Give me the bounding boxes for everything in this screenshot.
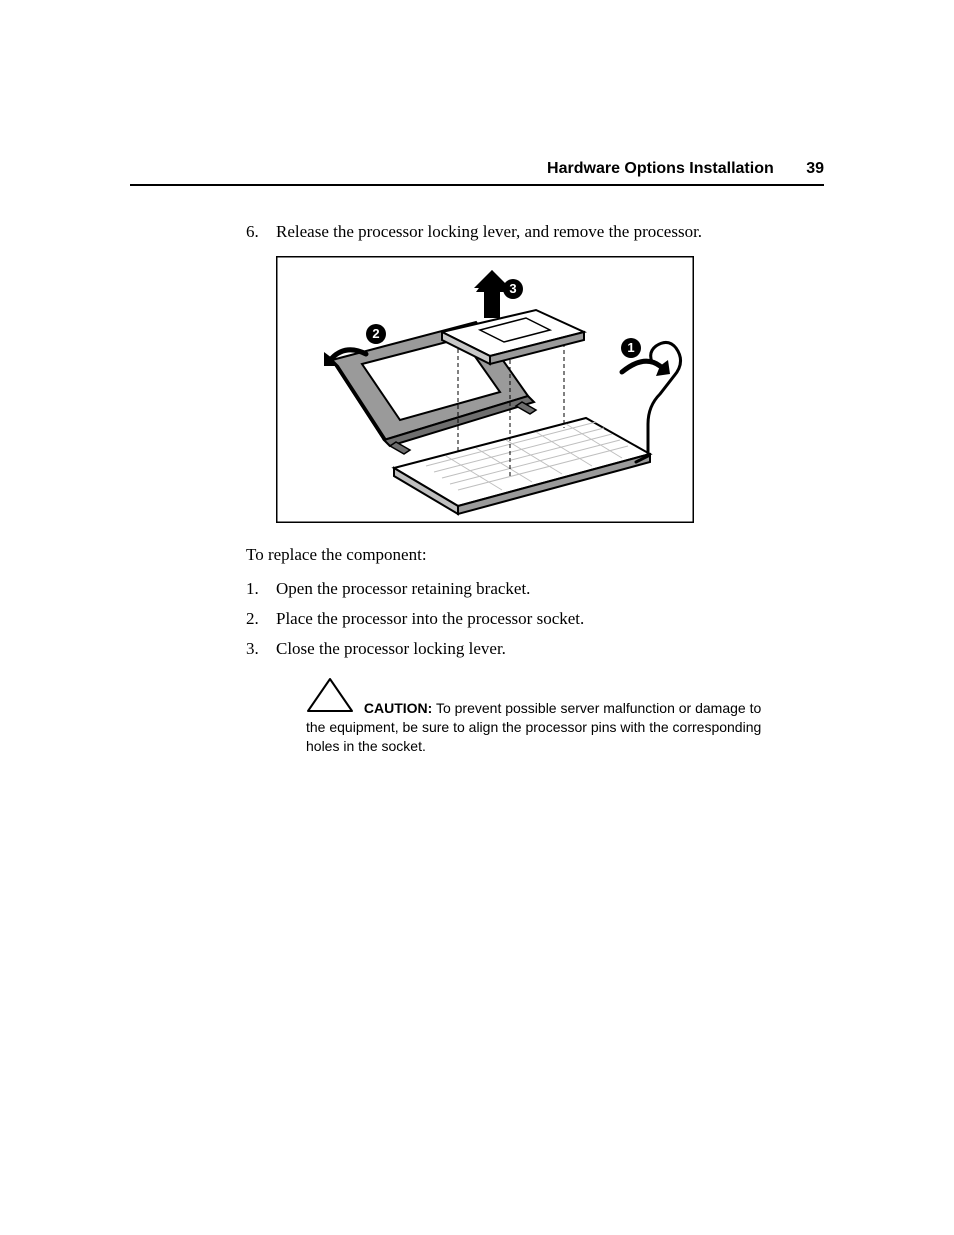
step-6-number: 6. — [246, 222, 276, 242]
step-number: 1. — [246, 579, 276, 599]
replace-steps-list: 1. Open the processor retaining bracket.… — [246, 579, 814, 659]
caution-block: CAUTION: To prevent possible server malf… — [306, 677, 766, 756]
page-header: Hardware Options Installation 39 — [130, 160, 824, 186]
step-6-text: Release the processor locking lever, and… — [276, 222, 702, 242]
caution-label: CAUTION: — [364, 700, 432, 716]
step-6: 6. Release the processor locking lever, … — [246, 222, 814, 242]
callout-3: 3 — [503, 279, 523, 299]
replace-intro: To replace the component: — [246, 545, 814, 565]
list-item: 1. Open the processor retaining bracket. — [246, 579, 814, 599]
step-text: Close the processor locking lever. — [276, 639, 506, 659]
header-text: Hardware Options Installation 39 — [130, 160, 824, 178]
warning-triangle-icon — [306, 677, 354, 718]
step-text: Open the processor retaining bracket. — [276, 579, 530, 599]
svg-text:1: 1 — [627, 340, 634, 355]
svg-text:3: 3 — [509, 281, 516, 296]
content-area: 6. Release the processor locking lever, … — [246, 222, 814, 756]
processor-removal-figure: 1 2 3 — [276, 256, 814, 523]
list-item: 3. Close the processor locking lever. — [246, 639, 814, 659]
step-number: 2. — [246, 609, 276, 629]
page-number: 39 — [806, 160, 824, 178]
section-title: Hardware Options Installation — [547, 160, 774, 177]
step-text: Place the processor into the processor s… — [276, 609, 584, 629]
svg-text:2: 2 — [372, 326, 379, 341]
processor-diagram-svg: 1 2 3 — [276, 256, 694, 523]
step-number: 3. — [246, 639, 276, 659]
page: Hardware Options Installation 39 6. Rele… — [0, 0, 954, 1235]
list-item: 2. Place the processor into the processo… — [246, 609, 814, 629]
